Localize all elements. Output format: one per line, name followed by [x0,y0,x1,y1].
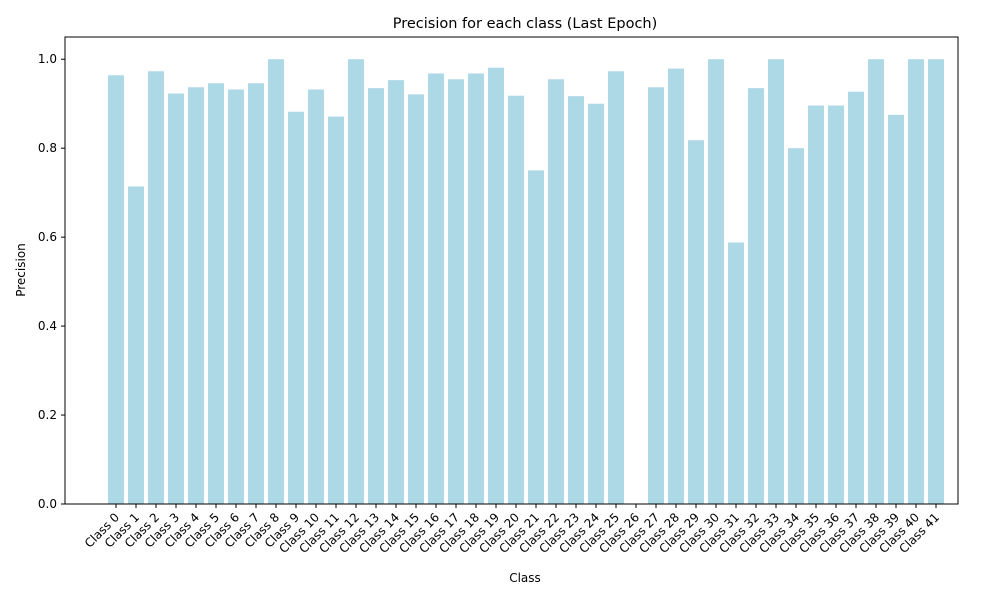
bar-class-41 [928,59,944,504]
y-axis-label: Precision [14,243,28,297]
bar-class-8 [268,59,284,504]
bars-group [108,59,944,505]
bar-class-3 [168,93,184,504]
bar-class-40 [908,59,924,504]
y-tick-label: 0.0 [38,497,57,511]
y-tick-label: 0.6 [38,230,57,244]
bar-class-34 [788,148,804,504]
bar-class-12 [348,59,364,504]
bar-class-23 [568,96,584,505]
bar-class-24 [588,103,604,504]
bar-class-22 [548,79,564,504]
bar-class-6 [228,89,244,504]
x-axis-label: Class [509,571,541,585]
bar-class-19 [488,67,504,504]
bar-class-38 [868,59,884,504]
bar-class-27 [648,87,664,505]
bar-class-7 [248,83,264,504]
y-tick-label: 0.8 [38,141,57,155]
bar-class-15 [408,94,424,505]
bar-class-10 [308,89,324,504]
bar-class-25 [608,71,624,504]
bar-class-32 [748,88,764,505]
y-tick-label: 0.2 [38,408,57,422]
bar-class-9 [288,111,304,504]
bar-class-21 [528,170,544,504]
bar-class-33 [768,59,784,504]
bar-class-2 [148,71,164,504]
y-tick-label: 1.0 [38,52,57,66]
bar-class-29 [688,140,704,505]
y-tick-label: 0.4 [38,319,57,333]
plot-frame [64,36,959,505]
bar-class-13 [368,88,384,505]
bar-class-16 [428,73,444,505]
bar-class-14 [388,80,404,504]
bar-class-11 [328,116,344,505]
chart-title: Precision for each class (Last Epoch) [393,16,658,32]
bar-class-37 [848,91,864,504]
bar-class-0 [108,75,124,505]
bar-class-35 [808,105,824,504]
bar-class-17 [448,79,464,504]
bar-class-20 [508,95,524,505]
bar-class-30 [708,59,724,504]
bar-class-1 [128,186,144,504]
bar-class-31 [728,242,744,505]
bar-class-4 [188,87,204,505]
bar-class-5 [208,83,224,504]
bar-class-18 [468,73,484,505]
bar-class-28 [668,68,684,504]
y-axis-ticks: 0.0 0.2 0.4 0.6 0.8 1.0 [38,52,65,511]
bar-class-36 [828,105,844,504]
bar-class-39 [888,114,904,504]
